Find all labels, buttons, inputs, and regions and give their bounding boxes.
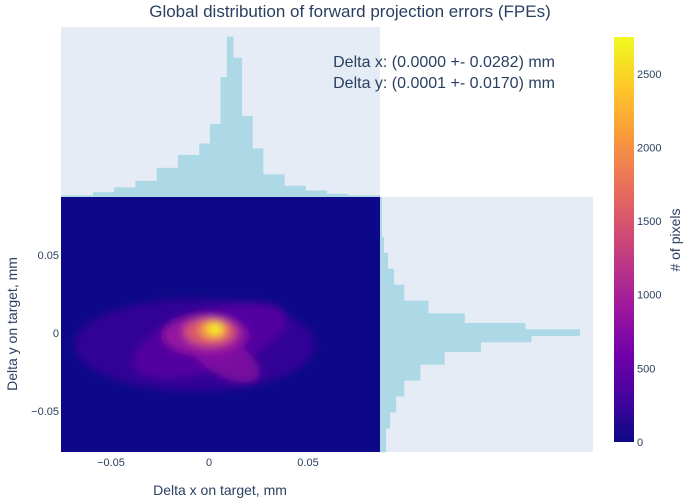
right-histogram-bar [380,412,391,429]
top-histogram-bar [233,57,243,198]
colorbar-ticks: 0 500 1000 1500 2000 2500 [637,69,661,449]
x-tick-label: 0.05 [297,457,318,469]
right-histogram-bar [380,284,405,301]
top-histogram-bar [177,154,200,197]
right-histogram-bar [380,380,405,397]
top-histogram-bar [61,195,94,197]
y-axis-label: Delta y on target, mm [4,257,20,391]
right-histogram-bar [380,342,481,352]
colorbar-tick-label: 0 [637,437,643,449]
x-axis-label: Delta x on target, mm [153,482,287,498]
right-histogram-bar [380,364,421,381]
x-axis: −0.05 0 0.05 [97,457,319,469]
colorbar-tick-label: 500 [637,363,655,375]
x-tick-label: 0 [206,457,212,469]
right-histogram-bar [380,396,397,413]
right-histogram-bar [380,252,389,270]
top-histogram-bar [199,143,211,197]
right-histogram-bar [380,313,465,324]
stats-annotation-y: Delta y: (0.0001 +- 0.0170) mm [333,75,555,92]
colorbar-title: # of pixels [667,208,683,271]
top-histogram-bar [241,116,253,197]
colorbar-tick-label: 2500 [637,69,661,81]
top-histogram-bar [284,185,306,197]
top-histogram-bar [263,174,285,197]
top-histogram-bar [156,167,179,197]
chart-title: Global distribution of forward projectio… [149,2,551,21]
right-histogram [380,197,580,453]
top-histogram-bar [220,77,228,197]
top-histogram-bar [135,180,157,197]
right-histogram-bar [380,300,429,314]
right-histogram-bar [380,268,395,285]
right-histogram-bar [380,329,580,336]
heatmap-density [75,299,315,391]
top-histogram-bar [326,193,349,197]
right-histogram-bar [380,428,387,453]
right-histogram-bar [380,335,532,343]
y-tick-label: 0 [53,328,59,340]
top-histogram [61,36,381,198]
colorbar-tick-label: 1000 [637,290,661,302]
top-histogram-bar [114,187,136,197]
top-histogram-bar [92,192,115,197]
top-histogram-bar [252,148,264,197]
right-histogram-bar [380,322,526,330]
right-histogram-bar [380,197,383,238]
stats-annotation-x: Delta x: (0.0000 +- 0.0282) mm [333,54,555,71]
top-histogram-bar [226,36,234,198]
x-tick-label: −0.05 [97,457,125,469]
top-histogram-bar [305,190,328,197]
right-histogram-bar [380,351,445,365]
right-histogram-bar [380,236,385,254]
colorbar [614,37,634,442]
top-histogram-bar [209,124,221,197]
top-histogram-bar [348,195,381,197]
heatmap-peak [208,324,222,334]
y-tick-label: −0.05 [31,406,59,418]
colorbar-tick-label: 1500 [637,216,661,228]
y-tick-label: 0.05 [38,250,59,262]
colorbar-tick-label: 2000 [637,142,661,154]
y-axis: −0.05 0 0.05 [31,250,59,418]
